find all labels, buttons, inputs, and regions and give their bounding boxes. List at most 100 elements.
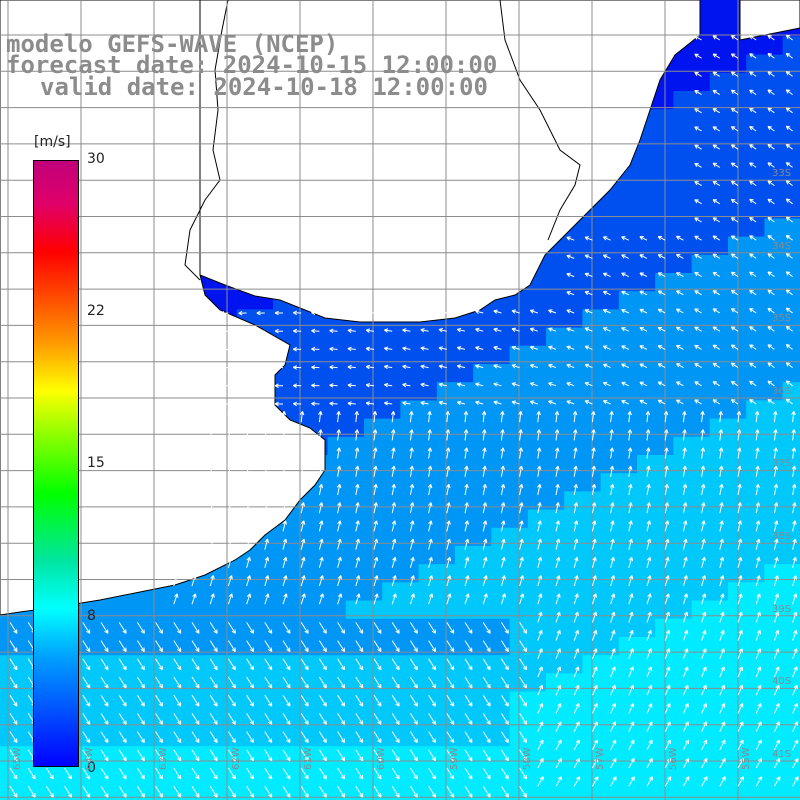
- wind-arrow: [749, 344, 757, 350]
- wind-arrow: [337, 767, 346, 780]
- ocean-cell: [564, 709, 583, 729]
- wind-arrow: [537, 776, 544, 787]
- wind-arrow: [493, 364, 502, 369]
- wind-arrow: [391, 575, 397, 587]
- wind-arrow: [767, 289, 775, 296]
- ocean-cell: [709, 764, 729, 784]
- ocean-cell: [728, 254, 747, 274]
- wind-arrow: [464, 785, 473, 798]
- ocean-cell: [618, 582, 638, 602]
- wind-arrow: [246, 593, 252, 605]
- ocean-cell: [673, 728, 693, 747]
- wind-arrow: [136, 676, 145, 689]
- wind-arrow: [318, 410, 323, 423]
- wind-arrow: [420, 309, 429, 315]
- wind-arrow: [64, 767, 73, 780]
- wind-arrow: [409, 410, 414, 423]
- wind-arrow: [682, 465, 687, 477]
- ocean-cell: [709, 345, 729, 365]
- wind-arrow: [555, 629, 561, 641]
- wind-arrow: [712, 253, 721, 259]
- wind-arrow: [428, 593, 434, 605]
- wind-arrow: [500, 731, 509, 744]
- wind-arrow: [282, 538, 288, 550]
- ocean-cell: [491, 709, 511, 729]
- wind-arrow: [645, 429, 651, 441]
- ocean-cell: [709, 746, 729, 765]
- wind-arrow: [718, 447, 724, 459]
- wind-arrow: [712, 71, 721, 77]
- wind-arrow: [628, 703, 635, 714]
- ocean-cell: [728, 54, 747, 74]
- ocean-cell: [782, 509, 800, 529]
- ocean-cell: [163, 709, 183, 729]
- ocean-cell: [691, 72, 711, 92]
- wind-arrow: [318, 575, 324, 587]
- wind-arrow: [682, 703, 689, 714]
- wind-arrow: [646, 465, 651, 477]
- wind-arrow: [627, 429, 633, 441]
- wind-arrow: [300, 640, 309, 653]
- wind-arrow: [755, 556, 761, 568]
- wind-arrow: [737, 520, 743, 532]
- wind-arrow: [365, 382, 375, 388]
- wind-arrow: [300, 622, 309, 634]
- wind-arrow: [500, 447, 505, 459]
- ocean-cell: [491, 400, 511, 420]
- ocean-cell: [345, 418, 365, 438]
- wind-arrow: [373, 520, 379, 532]
- ocean-cell: [309, 527, 329, 547]
- ocean-cell: [764, 200, 784, 219]
- ocean-cell: [455, 637, 474, 656]
- wind-arrow: [791, 447, 797, 459]
- wind-arrow: [282, 593, 288, 605]
- wind-arrow: [409, 483, 415, 496]
- ocean-cell: [600, 291, 620, 310]
- ocean-cell: [291, 746, 310, 765]
- wind-arrow: [700, 447, 706, 459]
- wind-arrow: [730, 362, 739, 369]
- wind-arrow: [446, 640, 455, 653]
- ocean-cell: [782, 546, 800, 565]
- wind-arrow: [428, 502, 433, 514]
- wind-arrow: [537, 721, 544, 732]
- wind-arrow: [391, 731, 400, 744]
- wind-arrow: [136, 713, 145, 725]
- ocean-cell: [637, 218, 656, 238]
- wind-arrow: [712, 399, 721, 405]
- wind-arrow: [300, 713, 309, 725]
- wind-arrow: [409, 767, 418, 780]
- wind-arrow: [256, 310, 265, 316]
- ocean-cell: [254, 600, 274, 620]
- ocean-cell: [345, 564, 365, 583]
- wind-arrow: [136, 731, 145, 744]
- ocean-cell: [254, 564, 274, 583]
- ocean-cell: [127, 637, 147, 656]
- wind-arrow: [573, 447, 578, 459]
- wind-arrow: [282, 622, 291, 634]
- ocean-cell: [473, 345, 492, 365]
- ocean-cell: [491, 364, 511, 383]
- wind-arrow: [246, 640, 255, 653]
- wind-arrow: [529, 309, 538, 314]
- wind-arrow: [657, 399, 666, 405]
- wind-arrow: [664, 593, 670, 605]
- ocean-cell: [127, 728, 147, 747]
- ocean-cell: [200, 673, 219, 693]
- wind-arrow: [610, 721, 617, 732]
- wind-arrow: [785, 234, 793, 241]
- ocean-cell: [746, 54, 765, 74]
- wind-arrow: [555, 502, 560, 514]
- wind-arrow: [464, 767, 473, 780]
- ocean-cell: [491, 673, 511, 693]
- wind-arrow: [311, 346, 320, 352]
- ocean-cell: [527, 782, 547, 800]
- ocean-cell: [764, 109, 784, 128]
- wind-arrow: [427, 483, 433, 496]
- wind-arrow: [311, 328, 320, 334]
- ocean-cell: [254, 673, 274, 693]
- wind-arrow: [173, 767, 182, 780]
- ocean-cell: [309, 491, 329, 511]
- wind-arrow: [773, 776, 781, 787]
